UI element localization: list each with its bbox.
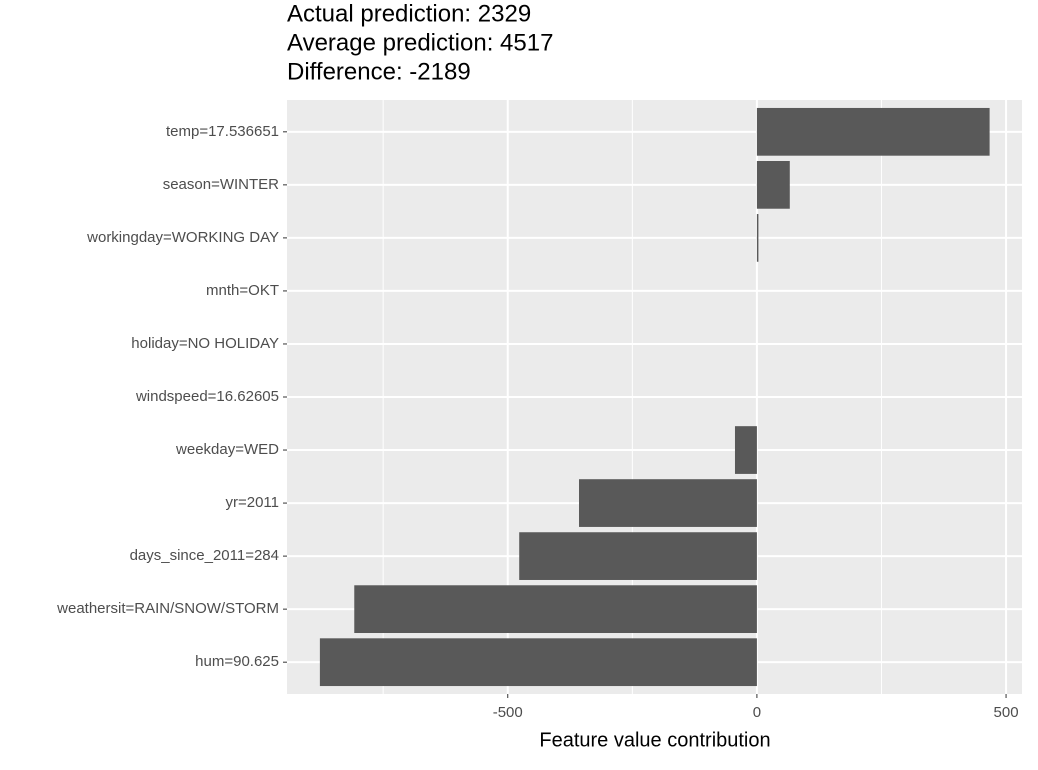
bar bbox=[734, 426, 757, 474]
y-tick-label: weathersit=RAIN/SNOW/STORM bbox=[56, 600, 279, 617]
y-tick-label: mnth=OKT bbox=[206, 282, 279, 299]
bar bbox=[519, 532, 757, 580]
chart-title: Actual prediction: 2329 bbox=[287, 0, 531, 27]
y-tick-label: holiday=NO HOLIDAY bbox=[131, 335, 279, 352]
x-tick-label: 500 bbox=[994, 704, 1019, 721]
bar bbox=[319, 638, 757, 687]
bar bbox=[756, 214, 759, 262]
y-tick-label: season=WINTER bbox=[163, 176, 279, 193]
bar bbox=[756, 107, 990, 156]
chart-title: Difference: -2189 bbox=[287, 58, 471, 85]
chart-title: Average prediction: 4517 bbox=[287, 29, 553, 56]
y-tick-label: hum=90.625 bbox=[195, 653, 279, 670]
y-tick-label: temp=17.536651 bbox=[166, 123, 279, 140]
y-tick-label: yr=2011 bbox=[225, 494, 279, 511]
y-tick-label: windspeed=16.62605 bbox=[135, 388, 279, 405]
x-axis-title: Feature value contribution bbox=[539, 729, 770, 751]
x-tick-label: -500 bbox=[493, 704, 523, 721]
x-tick-label: 0 bbox=[753, 704, 761, 721]
y-tick-label: workingday=WORKING DAY bbox=[86, 229, 279, 246]
bar bbox=[354, 585, 757, 634]
y-tick-label: days_since_2011=284 bbox=[130, 547, 279, 564]
y-tick-label: weekday=WED bbox=[175, 441, 279, 458]
bar bbox=[756, 160, 790, 209]
bar bbox=[579, 479, 757, 527]
